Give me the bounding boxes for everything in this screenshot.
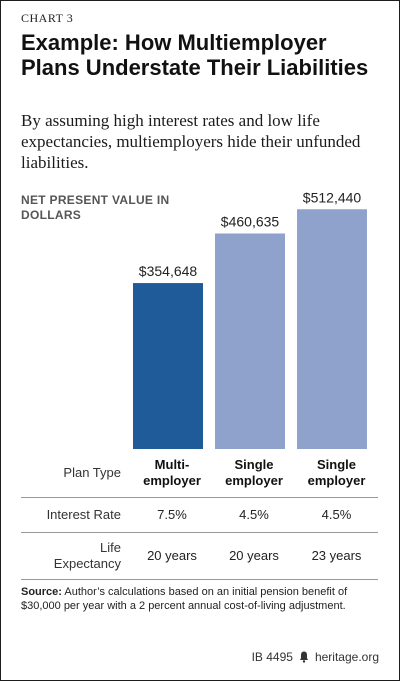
plan-type-col-2-line-1: Single	[234, 457, 274, 472]
interest-rate-col-1: 7.5%	[157, 507, 187, 522]
plan-type-col-2-line-2: employer	[225, 473, 283, 488]
plan-type-row: Plan Type Multi- employer Single employe…	[21, 449, 378, 498]
bars-group	[133, 209, 367, 449]
life-expectancy-label-line-1: Life	[100, 540, 121, 555]
interest-rate-label: Interest Rate	[46, 507, 121, 522]
life-expectancy-row: Life Expectancy 20 years 20 years 23 yea…	[21, 533, 378, 580]
bar-2	[215, 233, 285, 449]
bar-1	[133, 283, 203, 449]
footer: IB 4495 heritage.org	[252, 650, 379, 664]
interest-rate-col-2: 4.5%	[239, 507, 269, 522]
bar-value-labels: $354,648 $460,635 $512,440	[139, 189, 362, 279]
bar-value-label-2: $460,635	[221, 213, 280, 229]
plan-type-col-2: Single employer	[213, 449, 295, 497]
plan-type-col-1-line-2: employer	[143, 473, 201, 488]
source-label: Source:	[21, 586, 62, 598]
life-expectancy-col-3: 23 years	[311, 548, 362, 563]
life-expectancy-label-line-2: Expectancy	[53, 556, 121, 571]
life-expectancy-label: Life Expectancy	[21, 533, 131, 579]
interest-rate-col-3: 4.5%	[321, 507, 352, 522]
source-note: Source: Author’s calculations based on a…	[21, 585, 383, 613]
y-axis-label: NET PRESENT VALUE IN DOLLARS	[21, 193, 170, 222]
interest-rate-row: Interest Rate 7.5% 4.5% 4.5%	[21, 498, 378, 533]
plan-type-col-3-line-2: employer	[307, 473, 366, 488]
bar-value-label-1: $354,648	[139, 263, 198, 279]
source-text: Author’s calculations based on an initia…	[21, 586, 348, 612]
chart-number: CHART 3	[21, 11, 74, 25]
plan-type-col-3: Single employer	[295, 449, 378, 497]
chart-subtitle: By assuming high interest rates and low …	[21, 111, 361, 172]
plan-type-col-1-line-1: Multi-	[154, 457, 190, 472]
life-expectancy-col-1: 20 years	[147, 548, 197, 563]
plan-type-col-1: Multi- employer	[131, 449, 213, 497]
chart-title: Example: How Multiemployer Plans Underst…	[21, 30, 369, 80]
footer-site: heritage.org	[314, 650, 379, 664]
plan-type-label: Plan Type	[63, 465, 121, 480]
footer-id: IB 4495	[251, 650, 293, 664]
life-expectancy-col-2: 20 years	[229, 548, 279, 563]
liberty-bell-icon	[299, 651, 308, 663]
bar-3	[297, 209, 367, 449]
plan-type-col-3-line-1: Single	[316, 457, 356, 472]
bar-value-label-3: $512,440	[303, 189, 362, 205]
